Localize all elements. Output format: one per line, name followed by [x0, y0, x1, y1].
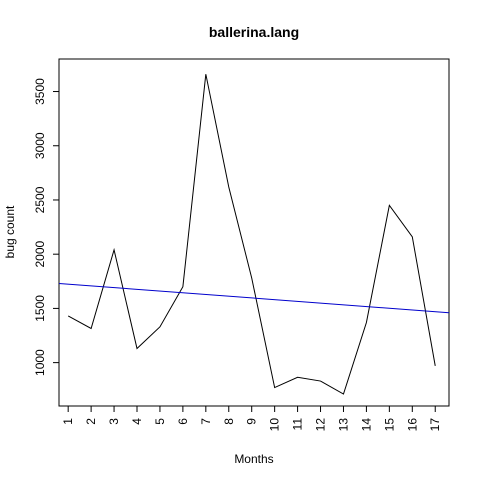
trend-line	[58, 282, 450, 314]
x-tick-label: 15	[382, 418, 396, 432]
x-tick-label: 6	[176, 418, 190, 425]
x-tick-label: 9	[245, 418, 259, 425]
x-axis: 1 2 3 4 5 6 7 8 9 10 11 12 13 14 15 16 17	[61, 405, 442, 432]
chart-title: ballerina.lang	[209, 24, 299, 40]
y-tick-label: 3500	[33, 78, 47, 105]
x-tick-label: 13	[336, 418, 350, 432]
y-axis: 1000 1500 2000 2500 3000 3500	[33, 78, 60, 376]
y-tick-label: 2000	[33, 241, 47, 268]
y-tick-label: 3000	[33, 132, 47, 159]
trend-layer	[58, 282, 450, 314]
x-tick-label: 17	[428, 418, 442, 432]
series-layer	[67, 74, 436, 395]
x-tick-label: 3	[107, 418, 121, 425]
y-tick-label: 1500	[33, 295, 47, 322]
series-line	[67, 74, 436, 395]
x-tick-label: 5	[153, 418, 167, 425]
x-tick-label: 2	[84, 418, 98, 425]
x-tick-label: 1	[61, 418, 75, 425]
x-tick-label: 10	[268, 418, 282, 432]
x-tick-label: 7	[199, 418, 213, 425]
y-tick-label: 2500	[33, 186, 47, 213]
x-tick-label: 4	[130, 418, 144, 425]
y-tick-label: 1000	[33, 349, 47, 376]
x-tick-label: 8	[222, 418, 236, 425]
x-tick-label: 11	[291, 418, 305, 431]
y-axis-label: bug count	[3, 205, 17, 258]
plot-frame	[58, 58, 450, 407]
x-tick-label: 12	[314, 418, 328, 432]
x-tick-label: 16	[405, 418, 419, 432]
x-axis-label: Months	[234, 452, 273, 466]
x-tick-label: 14	[359, 418, 373, 432]
